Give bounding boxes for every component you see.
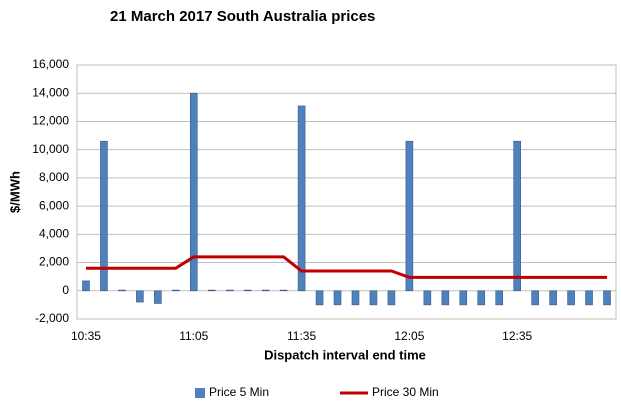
bar <box>405 140 414 292</box>
bar <box>279 289 288 292</box>
y-tick-label: 0 <box>62 283 69 297</box>
y-axis-title: $/MWh <box>7 171 22 213</box>
y-tick-label: -2,000 <box>35 311 69 325</box>
bar <box>531 290 539 306</box>
bar <box>585 290 593 306</box>
x-tick-label: 11:05 <box>179 329 208 343</box>
y-tick-label: 6,000 <box>39 198 69 212</box>
bar <box>513 140 521 292</box>
bar <box>603 290 611 306</box>
x-tick-label: 11:35 <box>287 329 316 343</box>
bar <box>100 140 108 292</box>
legend-swatch <box>195 388 205 398</box>
bar <box>154 290 162 304</box>
line <box>85 255 608 279</box>
bar <box>297 105 306 292</box>
bar <box>351 290 360 306</box>
y-tick-label: 4,000 <box>39 227 69 241</box>
chart-title: 21 March 2017 South Australia prices <box>110 8 375 25</box>
bar <box>333 290 342 306</box>
bar <box>136 290 144 303</box>
bar <box>225 289 234 292</box>
plot-border <box>76 64 617 320</box>
bar <box>82 280 90 292</box>
bar <box>261 289 270 292</box>
bar <box>315 290 324 306</box>
bar <box>387 290 396 306</box>
legend-label: Price 5 Min <box>209 385 269 399</box>
y-tick-label: 10,000 <box>32 142 69 156</box>
y-tick-label: 14,000 <box>32 85 69 99</box>
x-tick-label: 10:35 <box>71 329 101 343</box>
x-tick-label: 12:35 <box>502 329 532 343</box>
bar <box>118 289 126 292</box>
x-tick-label: 12:05 <box>394 329 424 343</box>
y-tick-label: 16,000 <box>32 57 69 71</box>
legend-label: Price 30 Min <box>372 385 439 399</box>
y-tick-label: 2,000 <box>39 255 69 269</box>
bar <box>172 289 180 292</box>
bar <box>495 290 504 306</box>
x-axis-title: Dispatch interval end time <box>264 347 426 362</box>
y-tick-label: 8,000 <box>39 170 69 184</box>
bar <box>549 290 557 306</box>
bar <box>441 290 450 306</box>
y-tick-label: 12,000 <box>32 114 69 128</box>
bar <box>567 290 575 306</box>
bar <box>369 290 378 306</box>
bar <box>477 290 486 306</box>
bar <box>189 92 198 292</box>
bar <box>243 289 252 292</box>
bar <box>207 289 216 292</box>
bar <box>459 290 468 306</box>
bar <box>423 290 432 306</box>
